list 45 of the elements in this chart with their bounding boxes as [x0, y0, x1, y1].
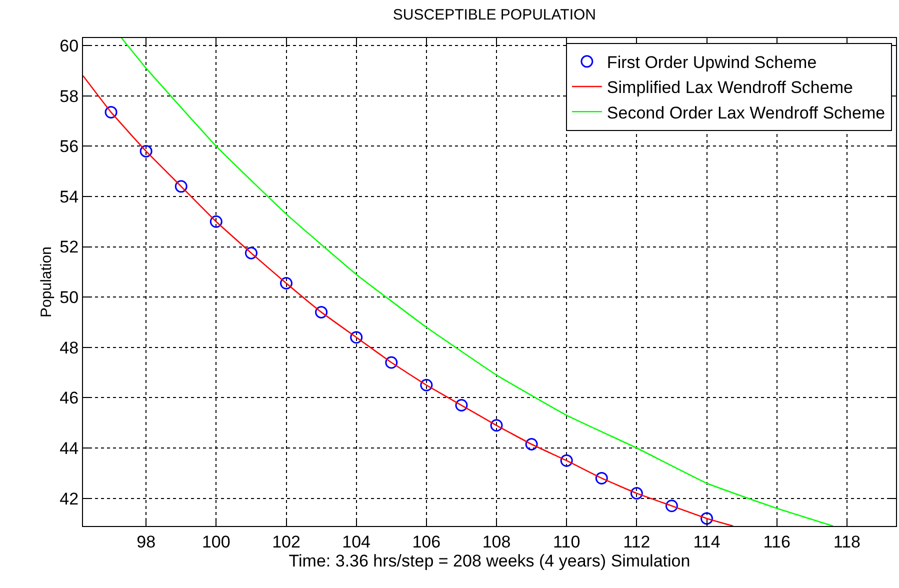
x-tick-label: 112 [623, 532, 650, 552]
y-tick-label: 44 [60, 438, 79, 458]
point [315, 306, 328, 318]
x-tick-label: 110 [553, 532, 580, 552]
x-tick-label: 100 [202, 532, 230, 552]
x-tick-label: 98 [136, 532, 156, 552]
point [455, 399, 468, 412]
y-tick-label: 56 [60, 137, 79, 156]
y-tick-label: 42 [60, 489, 79, 508]
point [350, 331, 363, 344]
y-tick-label: 52 [60, 238, 79, 257]
y-tick-label: 60 [60, 36, 79, 56]
point [104, 106, 118, 118]
legend-label: Simplified Lax Wendroff Scheme [606, 78, 853, 98]
point [174, 180, 188, 193]
point [595, 472, 608, 484]
x-tick-label: 116 [763, 532, 790, 552]
point [420, 378, 433, 392]
point [280, 277, 292, 290]
point [700, 512, 714, 525]
y-tick-label: 46 [60, 388, 79, 408]
chart-title: SUSCEPTIBLE POPULATION [392, 6, 596, 24]
point [244, 246, 258, 260]
y-tick-label: 50 [60, 288, 79, 308]
legend-label: First Order Upwind Scheme [606, 53, 817, 72]
point [525, 438, 538, 450]
x-tick-label: 104 [342, 532, 371, 552]
x-tick-label: 106 [412, 532, 441, 552]
x-tick-label: 108 [482, 532, 511, 552]
point [210, 215, 222, 228]
point [490, 419, 503, 432]
y-axis-title: Population [38, 246, 55, 318]
point [630, 487, 643, 500]
y-tick-label: 48 [60, 338, 79, 358]
x-tick-label: 118 [833, 532, 860, 552]
x-axis-title: Time: 3.36 hrs/step = 208 weeks (4 years) Simulation [288, 551, 690, 570]
point [665, 500, 678, 512]
y-tick-label: 58 [60, 86, 79, 106]
point [140, 144, 152, 158]
point [385, 356, 398, 369]
y-tick-label: 54 [60, 187, 79, 206]
x-tick-label: 102 [272, 532, 300, 552]
x-tick-label: 114 [693, 532, 720, 552]
legend-label: Second Order Lax Wendroff Scheme [606, 103, 886, 122]
point [560, 454, 573, 467]
